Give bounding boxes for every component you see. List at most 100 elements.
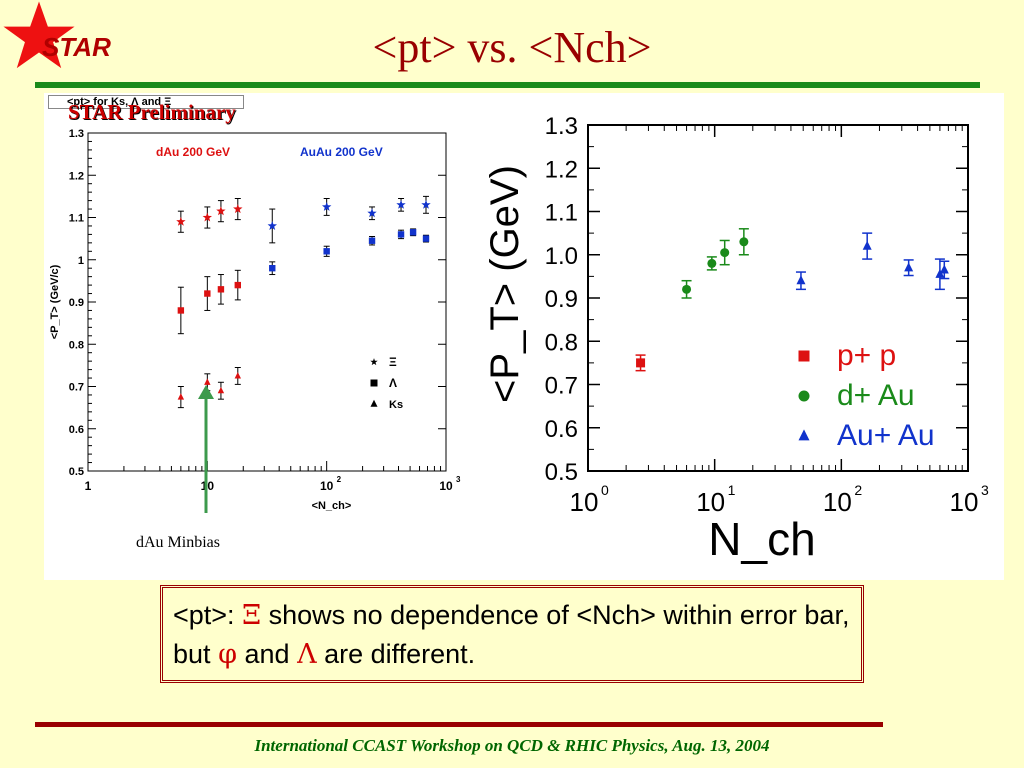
right-x-tick-label: 10 [950,487,979,517]
left-data-point [177,393,185,400]
right-legend-marker [798,350,810,362]
left-chart-caption: dAu Minbias [136,534,220,551]
left-legend-label: Λ [389,376,397,390]
right-chart: 0.50.60.70.80.91.01.11.21.310 0 10 1 10 2 10 3<… [483,113,989,565]
left-data-point [233,204,243,214]
auau-label: AuAu 200 GeV [300,145,383,159]
logo-text: STAR [42,32,111,62]
right-data-point [796,275,806,285]
conclusion-callout: <pt>: Ξ shows no dependence of <Nch> wit… [160,585,864,683]
left-legend-label: Ξ [389,355,397,369]
left-legend-marker [370,358,378,366]
left-y-tick-label: 0.7 [69,382,84,394]
left-data-point [234,281,241,289]
left-plot-frame [87,132,447,472]
left-chart-title-box: <pt> for Ks, Λ and Ξ [48,95,244,109]
left-chart-panel [44,93,472,515]
right-data-point [682,284,692,294]
left-chart: 0.50.60.70.80.911.11.21.3110102103<P_T> … [49,128,461,512]
star-preliminary-label: STAR Preliminary [68,100,236,124]
right-legend-label: p+ p [837,339,896,372]
right-x-tick-label: 10 [570,487,599,517]
left-data-point [368,237,376,244]
right-data-point [939,264,949,274]
left-data-point [267,221,277,230]
left-data-point [323,248,330,255]
right-chart-panel [472,93,1004,580]
right-y-tick-label: 1.3 [545,113,578,140]
right-y-tick-label: 0.7 [545,373,578,400]
right-data-point [636,358,646,368]
left-y-tick-label: 0.9 [69,297,84,309]
right-x-tick-exponent: 2 [854,482,862,498]
right-data-point [904,262,914,272]
lambda-symbol: Λ [297,639,317,670]
left-data-point [202,212,212,222]
left-data-point [234,372,241,379]
right-y-tick-label: 1.1 [545,200,578,227]
left-y-tick-label: 1.1 [69,213,84,225]
right-y-tick-label: 0.5 [545,459,578,486]
right-y-axis-label: <P_T> (GeV) [483,165,527,403]
left-data-point [397,231,405,238]
slide-title: <pt> vs. <Nch> [372,23,652,72]
left-data-point [216,206,226,216]
left-y-tick-label: 0.5 [69,466,84,478]
bottom-divider [35,722,883,727]
left-x-tick-label: 10 [439,479,453,493]
left-legend-marker [370,379,378,387]
left-x-tick-exponent: 3 [456,475,461,484]
left-legend-marker [370,399,378,407]
callout-text-2: and [244,639,290,669]
left-y-tick-label: 1 [78,255,84,267]
left-data-point [204,378,211,385]
right-x-tick-label: 10 [696,487,725,517]
xi-symbol: Ξ [242,600,262,631]
left-x-tick-label: 1 [85,479,92,493]
right-y-tick-label: 0.9 [545,286,578,313]
left-legend-label: Ks [389,399,403,411]
callout-prefix: <pt>: [173,600,235,630]
left-data-point [396,199,406,209]
right-legend-marker [798,429,810,441]
left-caption-panel [44,515,472,580]
left-data-point [217,386,225,394]
dau-label: dAu 200 GeV [156,145,230,159]
left-data-point [176,216,186,226]
left-data-point [269,265,276,272]
star-logo-icon [3,1,75,69]
green-arrow-icon [198,385,214,513]
footer-text: International CCAST Workshop on QCD & RH… [254,736,770,755]
top-divider [35,82,980,88]
callout-text-1: shows no dependence of <Nch> within erro… [173,600,850,669]
left-x-tick-label: 10 [320,479,334,493]
left-data-point [217,286,225,293]
right-x-tick-exponent: 1 [728,482,736,498]
callout-text-3: are different. [324,639,476,669]
right-x-tick-exponent: 3 [981,482,989,498]
right-x-axis-label: N_ch [708,513,815,565]
right-data-point [707,258,717,268]
left-data-point [409,229,417,236]
right-x-tick-label: 10 [823,487,852,517]
left-y-tick-label: 0.6 [69,424,84,436]
right-legend-marker [798,390,810,402]
left-data-point [421,199,431,209]
left-y-tick-label: 0.8 [69,339,84,351]
left-data-point [204,290,211,297]
left-y-tick-label: 1.2 [69,170,84,182]
left-data-point [367,208,377,218]
left-y-axis-label: <P_T> (GeV/c) [49,264,61,339]
left-x-axis-label: <N_ch> [312,500,352,512]
phi-symbol: φ [218,639,237,670]
left-data-point [322,202,332,211]
left-y-tick-label: 1.3 [69,128,84,140]
right-y-tick-label: 1.2 [545,156,578,183]
right-y-tick-label: 0.6 [545,416,578,443]
right-data-point [862,240,872,250]
left-x-tick-exponent: 2 [337,475,342,484]
right-data-point [739,237,749,247]
right-y-tick-label: 1.0 [545,243,578,270]
right-legend-label: d+ Au [837,379,915,412]
right-y-tick-label: 0.8 [545,329,578,356]
